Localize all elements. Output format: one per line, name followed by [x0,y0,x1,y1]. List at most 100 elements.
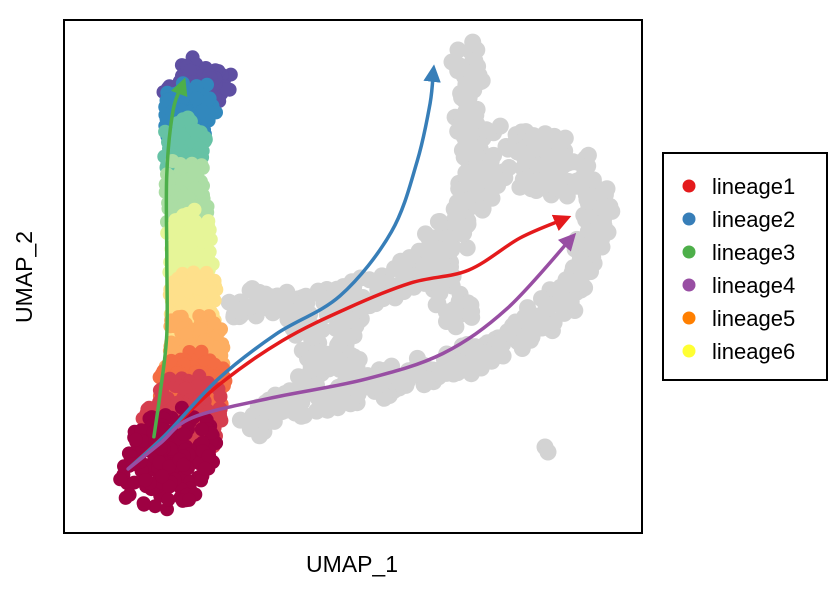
background-cell [513,340,531,357]
pseudotime-cell [162,479,177,494]
pseudotime-cell [113,472,128,487]
legend-marker [682,179,696,193]
legend-item-lineage6: lineage6 [682,339,795,364]
pseudotime-cell [170,218,185,233]
pseudotime-cell [196,283,211,298]
legend-label: lineage4 [712,273,795,298]
legend-marker [682,212,696,226]
background-cell [434,241,451,259]
pseudotime-cell [175,229,190,244]
x-axis-label: UMAP_1 [306,551,398,577]
pseudotime-cell [155,469,170,484]
legend-label: lineage5 [712,306,795,331]
pseudotime-cell [162,459,177,474]
legend-item-lineage3: lineage3 [682,240,795,265]
background-cell [579,157,597,175]
pseudotime-cell [198,461,212,476]
background-cell [528,178,546,196]
background-cell [465,352,483,370]
pseudotime-cell [161,492,176,507]
background-cell [241,420,259,438]
plot-frame [63,19,643,534]
pseudotime-cell [136,496,151,511]
background-cell [229,301,247,319]
background-cell [453,221,471,239]
background-cell [443,53,461,71]
pseudotime-cell [195,104,210,119]
pseudotime-cell [127,475,142,490]
pseudotime-cell [148,499,163,514]
background-cell [463,303,481,320]
pseudotime-cell [188,123,203,138]
background-cell [538,300,556,318]
background-cell [467,185,485,202]
legend-label: lineage1 [712,174,795,199]
pseudotime-cell [176,427,191,441]
background-cell [462,365,480,383]
background-cell [478,121,495,139]
y-axis-label: UMAP_2 [11,231,37,323]
legend-item-lineage1: lineage1 [682,174,795,199]
pseudotime-cell [176,457,191,472]
legend-marker [682,344,696,358]
pseudotime-cell [201,449,216,464]
background-cell [466,338,484,356]
pseudotime-cell [194,295,209,310]
pseudotime-cell [189,226,204,241]
legend-marker [682,311,696,325]
background-cell [309,389,327,407]
trajectory-lineage2 [126,64,441,471]
background-cell [443,303,460,321]
background-cell [539,158,557,176]
trajectory-lineage3 [152,77,188,439]
background-cell [290,368,307,386]
background-cell [489,177,507,194]
background-cell [491,117,509,135]
background-cell [577,186,595,204]
pseudotime-cell [178,327,193,342]
legend-label: lineage6 [712,339,795,364]
legend-item-lineage4: lineage4 [682,273,795,298]
background-cell [347,351,365,369]
pseudotime-cell [194,473,209,488]
legend: lineage1 lineage2 lineage3 lineage4 lineage5… [662,152,828,381]
background-cells [220,33,621,461]
trajectory-lineage4 [126,232,577,471]
legend-marker [682,245,696,259]
background-cell [452,353,469,371]
pseudotime-cells [113,50,238,517]
background-cell [558,187,576,205]
pseudotime-cell [138,473,153,488]
background-cell [489,334,507,352]
legend-item-lineage2: lineage2 [682,207,795,232]
background-cell [431,284,449,302]
pseudotime-cell [118,490,133,505]
pseudotime-cell [178,381,193,396]
background-cell [340,328,358,346]
pseudotime-cell [128,432,143,447]
legend-marker [682,278,696,292]
background-cell [361,271,378,289]
background-cell [386,260,404,277]
pseudotime-cell [213,389,228,404]
background-cell [241,281,259,299]
background-cell [458,239,476,257]
pseudotime-cell [170,116,185,130]
pseudotime-cell [182,492,196,507]
legend-label: lineage3 [712,240,795,265]
background-cell [598,180,616,198]
legend-label: lineage2 [712,207,795,232]
background-cell [461,137,479,155]
background-cell [500,159,518,176]
background-cell [342,312,360,330]
background-cell [539,443,557,461]
background-cell [499,140,517,158]
background-cell [566,173,584,191]
background-cell [482,152,500,170]
pseudotime-cell [189,91,204,106]
legend-item-lineage5: lineage5 [682,306,795,331]
lineage-curves [126,64,577,471]
pseudotime-cell [219,82,234,97]
pseudotime-cell [193,322,208,337]
